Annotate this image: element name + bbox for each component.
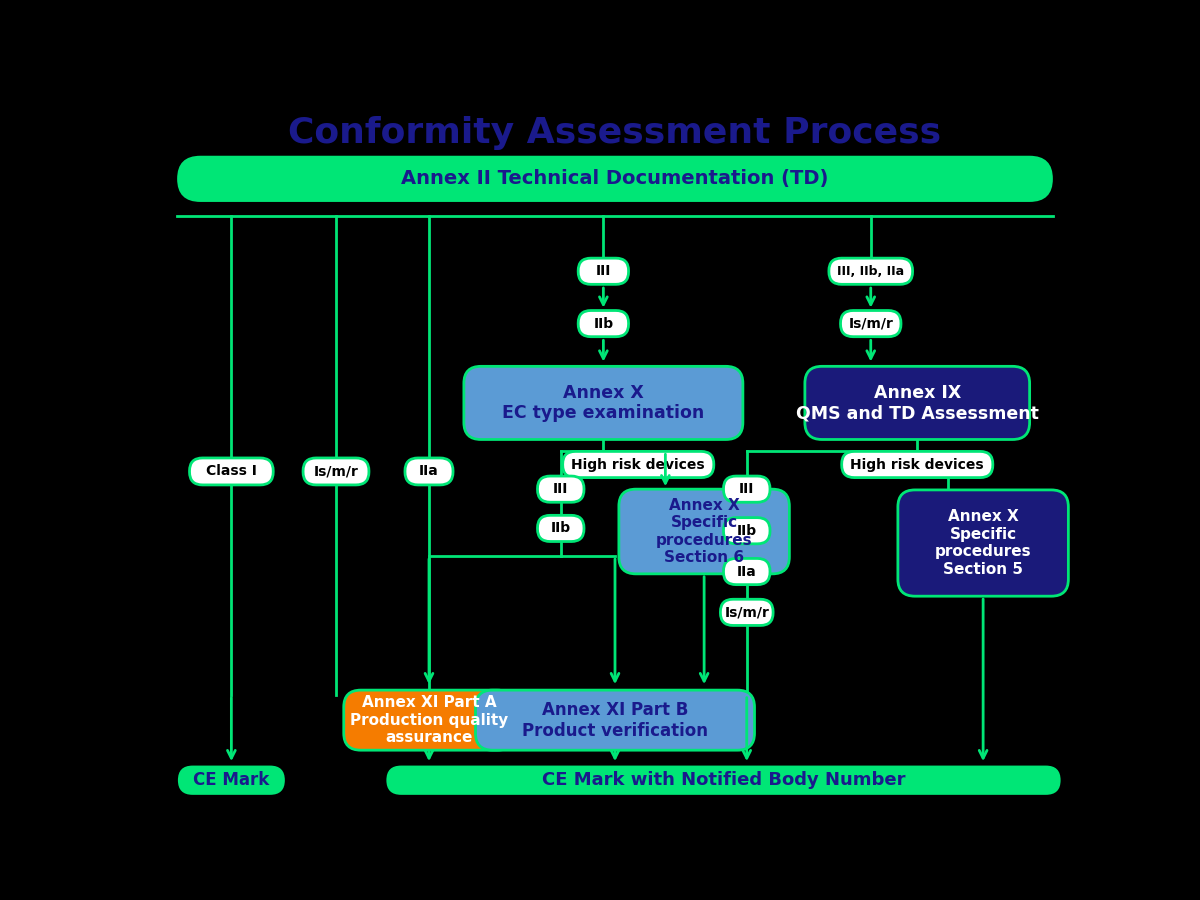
Text: IIb: IIb <box>551 521 571 535</box>
Text: Is/m/r: Is/m/r <box>725 606 769 619</box>
Text: IIa: IIa <box>419 464 439 479</box>
FancyBboxPatch shape <box>538 516 584 542</box>
FancyBboxPatch shape <box>720 599 773 625</box>
FancyBboxPatch shape <box>805 366 1030 439</box>
FancyBboxPatch shape <box>898 490 1068 596</box>
FancyBboxPatch shape <box>578 258 629 284</box>
Text: Annex X
EC type examination: Annex X EC type examination <box>503 383 704 422</box>
Text: IIb: IIb <box>593 317 613 330</box>
Text: Class I: Class I <box>206 464 257 479</box>
Text: III: III <box>739 482 755 496</box>
FancyBboxPatch shape <box>840 310 901 337</box>
Text: Annex XI Part A
Production quality
assurance: Annex XI Part A Production quality assur… <box>350 695 508 745</box>
Text: Is/m/r: Is/m/r <box>848 317 893 330</box>
Text: High risk devices: High risk devices <box>571 457 706 472</box>
FancyBboxPatch shape <box>178 766 284 795</box>
FancyBboxPatch shape <box>190 458 274 485</box>
FancyBboxPatch shape <box>178 156 1052 202</box>
FancyBboxPatch shape <box>563 452 714 478</box>
Text: CE Mark: CE Mark <box>193 771 270 789</box>
FancyBboxPatch shape <box>343 690 515 751</box>
Text: III: III <box>553 482 569 496</box>
FancyBboxPatch shape <box>304 458 368 485</box>
Text: Annex X
Specific
procedures
Section 5: Annex X Specific procedures Section 5 <box>935 509 1032 577</box>
FancyBboxPatch shape <box>724 476 770 502</box>
Text: Is/m/r: Is/m/r <box>313 464 359 479</box>
FancyBboxPatch shape <box>464 366 743 439</box>
FancyBboxPatch shape <box>538 476 584 502</box>
FancyBboxPatch shape <box>404 458 454 485</box>
FancyBboxPatch shape <box>841 452 992 478</box>
FancyBboxPatch shape <box>829 258 913 284</box>
Text: III, IIb, IIa: III, IIb, IIa <box>838 265 905 278</box>
FancyBboxPatch shape <box>724 558 770 585</box>
Text: Annex IX
QMS and TD Assessment: Annex IX QMS and TD Assessment <box>796 383 1039 422</box>
Text: Annex X
Specific
procedures
Section 6: Annex X Specific procedures Section 6 <box>656 498 752 565</box>
FancyBboxPatch shape <box>475 690 755 751</box>
Text: Annex XI Part B
Product verification: Annex XI Part B Product verification <box>522 701 708 740</box>
FancyBboxPatch shape <box>619 489 790 574</box>
Text: Annex II Technical Documentation (TD): Annex II Technical Documentation (TD) <box>401 169 829 188</box>
Text: High risk devices: High risk devices <box>851 457 984 472</box>
Text: IIb: IIb <box>737 524 757 537</box>
FancyBboxPatch shape <box>386 766 1061 795</box>
Text: III: III <box>595 265 611 278</box>
FancyBboxPatch shape <box>578 310 629 337</box>
Text: Conformity Assessment Process: Conformity Assessment Process <box>288 116 942 150</box>
Text: CE Mark with Notified Body Number: CE Mark with Notified Body Number <box>541 771 905 789</box>
Text: IIa: IIa <box>737 564 757 579</box>
FancyBboxPatch shape <box>724 518 770 544</box>
